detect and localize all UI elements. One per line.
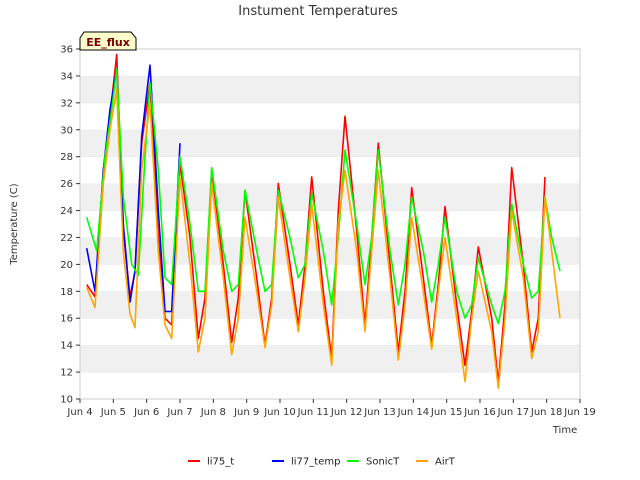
- x-tick-label: Jun 16: [463, 407, 496, 418]
- x-tick-label: Jun 12: [330, 407, 363, 418]
- legend: li75_t li77_temp SonicT AirT: [188, 457, 456, 468]
- legend-label: SonicT: [366, 457, 400, 468]
- grid-band: [80, 102, 580, 130]
- grid-band: [80, 183, 580, 211]
- y-tick-label: 22: [60, 233, 73, 244]
- x-tick-label: Jun 8: [200, 407, 226, 418]
- y-axis: 10 12 14 16 18 20 22 24 26 28 30 32 34 36: [60, 45, 80, 406]
- y-tick-label: 12: [60, 368, 73, 379]
- x-tick-label: Jun 5: [100, 407, 126, 418]
- y-tick-label: 30: [60, 125, 73, 136]
- x-tick-label: Jun 18: [530, 407, 563, 418]
- site-badge-label: EE_flux: [86, 36, 130, 49]
- x-tick-label: Jun 15: [430, 407, 463, 418]
- y-tick-label: 36: [60, 45, 73, 56]
- site-badge: EE_flux: [79, 31, 137, 51]
- plot-frame: [79, 48, 581, 400]
- grid-band: [80, 156, 580, 184]
- grid-band: [80, 129, 580, 157]
- x-tick-label: Jun 7: [166, 407, 192, 418]
- x-tick-label: Jun 9: [233, 407, 259, 418]
- x-axis-title: Time: [552, 425, 577, 436]
- y-tick-label: 24: [60, 206, 73, 217]
- grid-band: [80, 49, 580, 76]
- x-tick-label: Jun 10: [263, 407, 296, 418]
- y-tick-label: 34: [60, 71, 73, 82]
- legend-label: li77_temp: [291, 457, 340, 468]
- x-tick-label: Jun 17: [497, 407, 530, 418]
- x-axis: Jun 4 Jun 5 Jun 6 Jun 7 Jun 8 Jun 9 Jun 10 Jun …: [66, 399, 596, 418]
- series-lines: [85, 53, 561, 390]
- y-tick-label: 20: [60, 260, 73, 271]
- y-tick-label: 14: [60, 341, 73, 352]
- site-badge-box: [79, 31, 137, 51]
- x-tick-label: Jun 6: [133, 407, 159, 418]
- y-tick-label: 32: [60, 98, 73, 109]
- grid-band: [80, 237, 580, 265]
- y-tick-label: 16: [60, 314, 73, 325]
- series-line-airt: [85, 88, 561, 390]
- series-line-sonict: [85, 68, 561, 325]
- y-tick-label: 10: [60, 395, 73, 406]
- grid-band: [80, 75, 580, 103]
- x-tick-label: Jun 14: [397, 407, 430, 418]
- grid-band: [80, 210, 580, 238]
- legend-label: li75_t: [207, 457, 234, 468]
- grid-band: [80, 372, 580, 399]
- y-tick-label: 28: [60, 152, 73, 163]
- x-tick-label: Jun 4: [66, 407, 92, 418]
- x-tick-label: Jun 13: [363, 407, 396, 418]
- legend-label: AirT: [435, 457, 456, 468]
- x-tick-label: Jun 11: [297, 407, 330, 418]
- y-tick-label: 26: [60, 179, 73, 190]
- y-tick-label: 18: [60, 287, 73, 298]
- x-tick-label: Jun 19: [563, 407, 596, 418]
- chart-title: Instument Temperatures: [238, 4, 398, 19]
- y-axis-title: Temperature (C): [9, 183, 20, 265]
